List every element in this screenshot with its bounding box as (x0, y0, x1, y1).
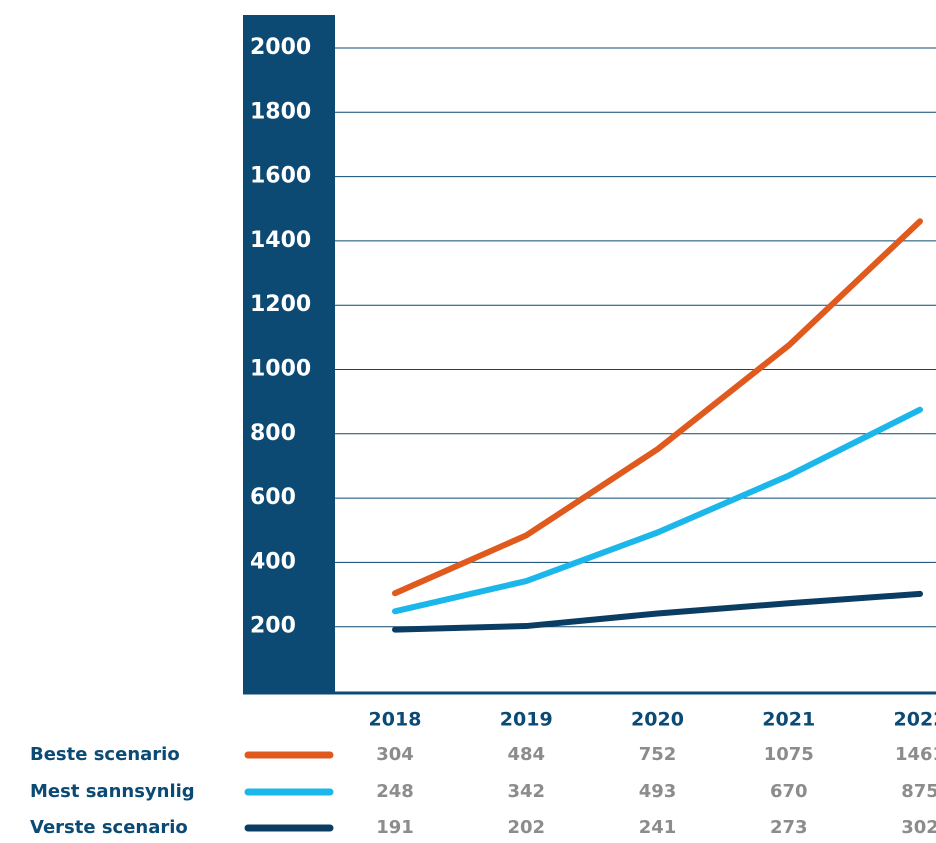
value-label: 248 (376, 781, 414, 802)
series-line (392, 218, 923, 597)
y-tick-label: 2000 (250, 35, 311, 60)
x-tick-label: 2018 (369, 709, 422, 731)
series-line (392, 406, 923, 615)
value-label: 202 (507, 817, 545, 838)
y-tick-label: 400 (250, 549, 296, 574)
y-axis-panel (243, 15, 335, 693)
y-tick-label: 1600 (250, 164, 311, 189)
series-line (392, 590, 923, 633)
y-tick-label: 800 (250, 421, 296, 446)
value-label: 752 (639, 744, 677, 765)
y-tick-label: 1000 (250, 357, 311, 382)
y-tick-label: 200 (250, 614, 296, 639)
x-tick-label: 2020 (631, 709, 684, 731)
y-tick-label: 600 (250, 485, 296, 510)
value-label: 493 (639, 781, 677, 802)
y-tick-label: 1800 (250, 99, 311, 124)
value-label: 1075 (764, 744, 814, 765)
value-label: 302 (901, 817, 936, 838)
value-label: 342 (507, 781, 545, 802)
value-label: 875 (901, 781, 936, 802)
y-tick-label: 1200 (250, 292, 311, 317)
y-tick-label: 1400 (250, 228, 311, 253)
legend-label: Verste scenario (30, 817, 188, 838)
x-tick-label: 2021 (762, 709, 815, 731)
value-label: 273 (770, 817, 808, 838)
value-label: 304 (376, 744, 414, 765)
value-label: 241 (639, 817, 677, 838)
value-label: 1461 (895, 744, 936, 765)
value-label: 670 (770, 781, 808, 802)
legend-label: Beste scenario (30, 744, 180, 765)
value-label: 191 (376, 817, 414, 838)
value-label: 484 (507, 744, 545, 765)
x-tick-label: 2019 (500, 709, 553, 731)
legend-label: Mest sannsynlig (30, 781, 195, 802)
